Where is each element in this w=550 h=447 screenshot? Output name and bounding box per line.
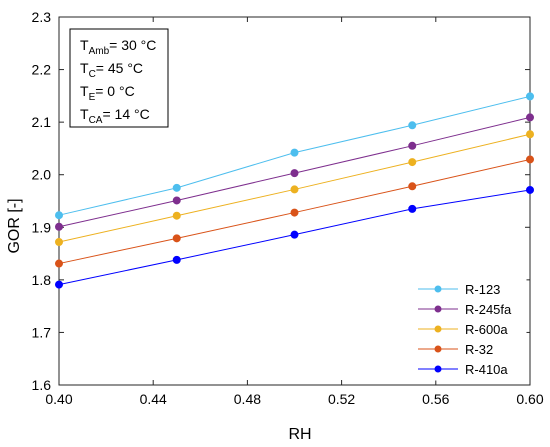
legend-item: R-123 — [418, 282, 500, 297]
series-r-410a — [55, 185, 534, 289]
y-tick-label: 1.9 — [32, 219, 52, 235]
legend-label: R-123 — [465, 282, 500, 297]
data-point — [408, 141, 417, 150]
legend-marker — [434, 325, 442, 333]
conditions-box: TAmb= 30 °C TC= 45 °C TE= 0 °C TCA= 14 °C — [69, 28, 169, 128]
legend-box — [411, 273, 527, 381]
legend-label: R-410a — [465, 362, 508, 377]
x-tick-label: 0.60 — [516, 391, 543, 407]
y-tick-label: 2.2 — [32, 62, 52, 78]
data-point — [526, 185, 534, 194]
data-point — [172, 255, 181, 264]
series-r-123 — [55, 92, 534, 220]
plot-area: 0.40 0.44 0.48 0.52 0.56 0.60 1.6 1.7 1.8 1.9 2.0 2… — [32, 9, 544, 407]
legend-label: R-32 — [465, 342, 493, 357]
x-axis-label: RH — [288, 426, 311, 443]
legend-marker — [434, 365, 442, 373]
data-point — [526, 113, 534, 122]
legend-label: R-245fa — [465, 302, 512, 317]
condition-line: TAmb= 30 °C — [80, 37, 156, 57]
conditions-box-border — [69, 28, 169, 128]
y-axis-label: GOR [-] — [6, 198, 23, 253]
x-tick-label: 0.48 — [234, 391, 261, 407]
legend-marker — [434, 285, 442, 293]
data-point — [408, 182, 417, 191]
legend-marker — [434, 345, 442, 353]
legend-item: R-410a — [418, 362, 508, 377]
data-point — [172, 196, 181, 205]
data-point — [172, 211, 181, 220]
data-point — [55, 222, 63, 231]
legend-label: R-600a — [465, 322, 508, 337]
plot-frame — [58, 16, 531, 386]
x-tick-label: 0.56 — [422, 391, 449, 407]
legend-marker — [434, 305, 442, 313]
data-point — [172, 183, 181, 192]
data-point — [290, 169, 299, 178]
legend-item: R-600a — [418, 322, 508, 337]
data-point — [290, 230, 299, 239]
x-tick-label: 0.44 — [140, 391, 167, 407]
data-point — [290, 208, 299, 217]
data-point — [408, 204, 417, 213]
data-point — [408, 158, 417, 167]
data-point — [172, 234, 181, 243]
condition-line: TC= 45 °C — [80, 60, 143, 80]
x-tick-label: 0.52 — [328, 391, 355, 407]
series-r-32 — [55, 155, 534, 268]
y-tick-label: 2.0 — [32, 167, 52, 183]
data-point — [408, 121, 417, 130]
y-tick-label: 1.8 — [32, 272, 52, 288]
data-point — [290, 185, 299, 194]
x-tick-label: 0.40 — [45, 391, 72, 407]
data-point — [55, 280, 63, 289]
data-point — [55, 238, 63, 247]
series-r-245fa — [55, 113, 534, 231]
y-tick-label: 1.7 — [32, 324, 52, 340]
data-point — [526, 92, 534, 101]
y-tick-label: 2.1 — [32, 114, 52, 130]
legend-item: R-245fa — [418, 302, 512, 317]
condition-line: TE= 0 °C — [80, 83, 135, 103]
condition-line: TCA= 14 °C — [80, 106, 150, 126]
data-point — [290, 148, 299, 157]
y-tick-label: 2.3 — [32, 9, 52, 25]
data-point — [526, 155, 534, 164]
series-r-600a — [55, 130, 534, 247]
data-point — [526, 130, 534, 139]
data-point — [55, 211, 63, 220]
legend: R-123 R-245fa R-600a R-32 R-410a — [411, 273, 527, 381]
legend-item: R-32 — [418, 342, 493, 357]
data-point — [55, 259, 63, 268]
y-tick-label: 1.6 — [32, 377, 52, 393]
